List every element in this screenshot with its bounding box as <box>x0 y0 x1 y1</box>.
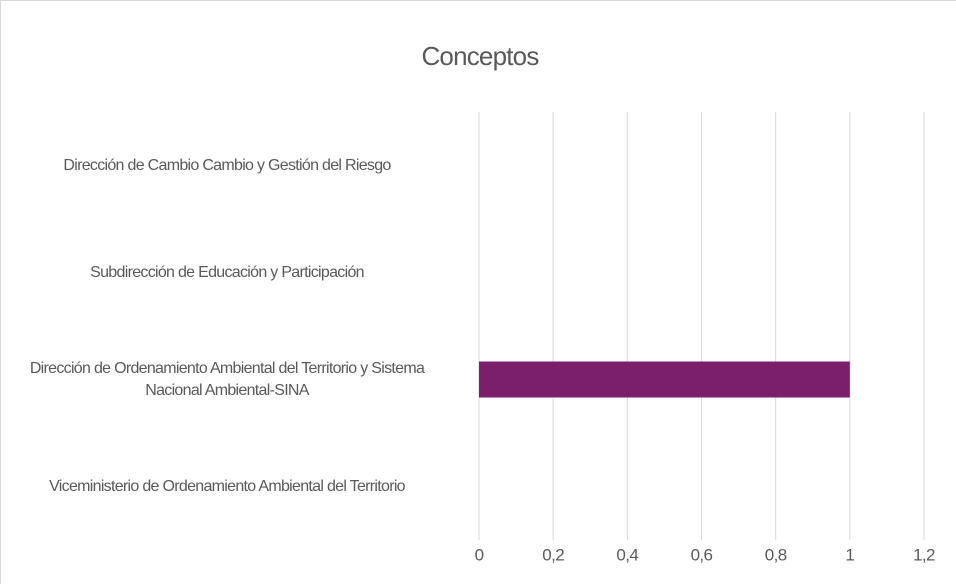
bar <box>479 361 850 398</box>
x-tick-label: 0,6 <box>691 545 713 564</box>
x-tick-label: 0,8 <box>765 545 787 564</box>
y-tick-label: Dirección de Cambio Cambio y Gestión del… <box>63 156 391 174</box>
y-tick-label: Viceministerio de Ordenamiento Ambiental… <box>49 477 405 495</box>
x-tick-label: 1 <box>845 545 854 564</box>
x-tick-label: 0 <box>475 545 484 564</box>
y-tick-label: Dirección de Ordenamiento Ambiental del … <box>29 359 425 399</box>
x-tick-label: 0,4 <box>616 545 638 564</box>
x-tick-label: 1,2 <box>913 545 935 564</box>
y-tick-label: Subdirección de Educación y Participació… <box>90 263 364 281</box>
x-tick-label: 0,2 <box>542 545 564 564</box>
chart-title: Conceptos <box>421 41 539 71</box>
